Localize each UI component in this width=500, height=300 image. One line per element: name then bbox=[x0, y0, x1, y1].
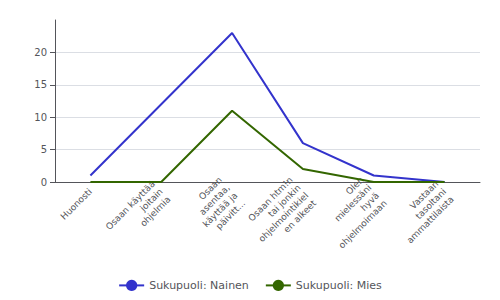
svg-text:15: 15 bbox=[34, 79, 47, 90]
svg-text:10: 10 bbox=[34, 112, 47, 123]
svg-text:Osaan: Osaan bbox=[196, 174, 224, 202]
svg-text:asentaa,: asentaa, bbox=[197, 182, 232, 218]
svg-text:5: 5 bbox=[41, 144, 47, 155]
svg-text:ohjelmointikiel: ohjelmointikiel bbox=[256, 190, 311, 244]
svg-text:20: 20 bbox=[34, 47, 47, 58]
svg-text:en alkeet: en alkeet bbox=[282, 198, 319, 235]
svg-text:0: 0 bbox=[41, 177, 47, 188]
svg-text:Sukupuoli: Nainen: Sukupuoli: Nainen bbox=[149, 279, 249, 292]
svg-text:päivitt...: päivitt... bbox=[214, 198, 247, 231]
svg-text:tai jonkin: tai jonkin bbox=[266, 182, 303, 219]
svg-text:joitain: joitain bbox=[138, 186, 165, 214]
svg-text:Sukupuoli: Mies: Sukupuoli: Mies bbox=[296, 279, 382, 292]
svg-text:ammattilaista: ammattilaista bbox=[405, 194, 456, 245]
svg-text:Osaan htm!n: Osaan htm!n bbox=[246, 174, 295, 224]
svg-text:tasoltani: tasoltani bbox=[413, 186, 449, 222]
svg-text:ohjelmoimaan: ohjelmoimaan bbox=[337, 198, 389, 250]
svg-text:käyttää ja: käyttää ja bbox=[200, 190, 240, 230]
svg-text:ohjelmia: ohjelmia bbox=[138, 194, 172, 228]
svg-text:Osaan käyttää: Osaan käyttää bbox=[103, 178, 157, 232]
svg-text:hyvä: hyvä bbox=[358, 190, 382, 213]
svg-text:mielessäni: mielessäni bbox=[332, 182, 374, 224]
svg-text:Huonosti: Huonosti bbox=[59, 186, 94, 221]
svg-text:Vastaan: Vastaan bbox=[407, 178, 441, 212]
